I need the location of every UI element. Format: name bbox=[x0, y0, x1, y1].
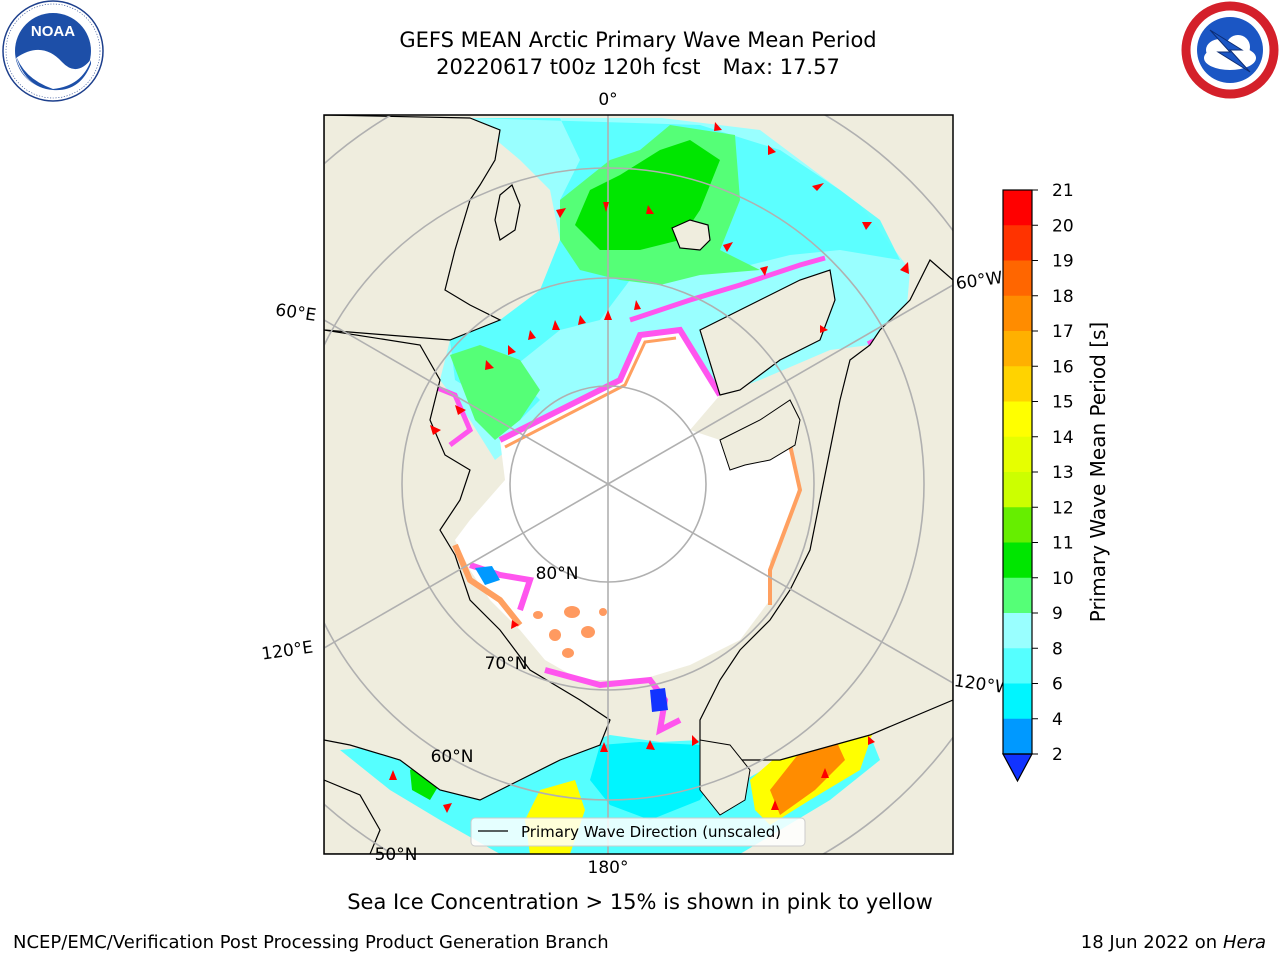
colorbar-tick-label: 2 bbox=[1052, 745, 1063, 765]
colorbar-tick-label: 9 bbox=[1052, 604, 1063, 624]
colorbar-segment bbox=[1003, 577, 1032, 614]
colorbar-tick-label: 6 bbox=[1052, 675, 1063, 695]
canadian-archipelago bbox=[719, 399, 801, 471]
colorbar-tick-label: 19 bbox=[1052, 252, 1074, 272]
colorbar-tick-label: 16 bbox=[1052, 357, 1074, 377]
greenland bbox=[699, 269, 836, 396]
colorbar: 21 20 19 18 17 16 15 14 13 12 11 10 9 8 6 4 2 bbox=[1001, 181, 1074, 783]
colorbar-segment bbox=[1003, 683, 1032, 720]
ice-edge-greenland bbox=[629, 255, 826, 323]
chart-title: GEFS MEAN Arctic Primary Wave Mean Perio… bbox=[399, 28, 877, 52]
ice-edge-atlantic bbox=[498, 326, 723, 443]
kamchatka bbox=[324, 779, 381, 854]
svg-text:NOAA: NOAA bbox=[31, 23, 75, 40]
map-frame bbox=[323, 114, 954, 855]
colorbar-segment bbox=[1003, 331, 1032, 367]
colorbar-tick-label: 15 bbox=[1052, 393, 1074, 413]
colorbar-segment bbox=[1003, 542, 1032, 579]
novaya-zemlya bbox=[494, 184, 521, 241]
colorbar-tick-label: 11 bbox=[1052, 534, 1074, 554]
graticule bbox=[324, 115, 953, 854]
colorbar-segment bbox=[1003, 190, 1032, 226]
colorbar-extend-triangle bbox=[1001, 753, 1034, 783]
footer-date-text: 18 Jun 2022 on bbox=[1080, 932, 1218, 953]
arctic-ocean bbox=[455, 330, 800, 680]
chart-subtitle: 20220617 t00z 120h fcst Max: 17.57 bbox=[0, 54, 1276, 80]
colorbar-segment bbox=[1003, 436, 1032, 473]
colorbar-segment bbox=[1003, 260, 1032, 297]
max-value: Max: 17.57 bbox=[722, 55, 840, 79]
colorbar-tick-label: 18 bbox=[1052, 287, 1074, 307]
colorbar-segment bbox=[1003, 648, 1032, 684]
ice-edge-atlantic-orange bbox=[504, 336, 677, 449]
ice-edge-siberia bbox=[452, 543, 523, 627]
footer-host: Hera bbox=[1222, 932, 1266, 953]
colorbar-segment bbox=[1003, 507, 1032, 543]
colorbar-tick-label: 12 bbox=[1052, 498, 1074, 518]
pacific-orange bbox=[770, 738, 845, 815]
colorbar-segment bbox=[1003, 295, 1032, 332]
barents-green bbox=[450, 345, 540, 440]
parallel-label-70n: 70°N bbox=[485, 654, 528, 674]
colorbar-segment bbox=[1003, 718, 1032, 755]
svalbard bbox=[671, 219, 711, 251]
colorbar-tick-label: 10 bbox=[1052, 569, 1074, 589]
ice-edge-kara bbox=[429, 382, 474, 447]
map-legend: Primary Wave Direction (unscaled) bbox=[470, 817, 806, 847]
meridian-label-60e: 60°E bbox=[274, 300, 317, 325]
noaa-logo: NOAA bbox=[2, 0, 104, 102]
parallel-label-50n: 50°N bbox=[375, 845, 418, 865]
ice-floes bbox=[533, 606, 607, 658]
colorbar-tick-label: 14 bbox=[1052, 428, 1074, 448]
chukchi-blue bbox=[650, 688, 668, 712]
colorbar-tick-label: 17 bbox=[1052, 322, 1074, 342]
parallel-label-60n: 60°N bbox=[431, 747, 474, 767]
colorbar-tick-label: 21 bbox=[1052, 181, 1074, 201]
colorbar-tick-label: 20 bbox=[1052, 216, 1074, 236]
colorbar-tick-label: 13 bbox=[1052, 463, 1074, 483]
meridian-label-60w: 60°W bbox=[955, 268, 1004, 294]
pacific-cyan bbox=[590, 742, 720, 820]
canada-mainland bbox=[699, 259, 953, 761]
forecast-run: 20220617 t00z 120h fcst bbox=[436, 55, 701, 79]
nws-logo bbox=[1181, 1, 1279, 99]
parallel-label-80n: 80°N bbox=[536, 564, 579, 584]
meridian-label-0: 0° bbox=[598, 90, 617, 110]
meridian-label-120e: 120°E bbox=[260, 638, 314, 665]
colorbar-tick-label: 4 bbox=[1052, 710, 1063, 730]
colorbar-segment bbox=[1003, 366, 1032, 402]
laptev-blue bbox=[475, 566, 500, 585]
scandinavia-coast bbox=[324, 115, 502, 341]
colorbar-segment bbox=[1003, 613, 1032, 649]
colorbar-tick-label: 8 bbox=[1052, 639, 1063, 659]
colorbar-label: Primary Wave Mean Period [s] bbox=[1086, 322, 1110, 623]
meridian-label-180: 180° bbox=[588, 858, 629, 878]
colorbar-segment bbox=[1003, 225, 1032, 261]
footer-date: 18 Jun 2022 on Hera bbox=[1081, 932, 1266, 953]
colorbar-segment bbox=[1003, 472, 1032, 508]
legend-label: Primary Wave Direction (unscaled) bbox=[521, 823, 781, 841]
siberia-coast bbox=[324, 329, 611, 801]
map-area bbox=[324, 115, 953, 854]
footer-organization: NCEP/EMC/Verification Post Processing Pr… bbox=[13, 932, 609, 953]
sea-ice-note: Sea Ice Concentration > 15% is shown in … bbox=[347, 890, 933, 914]
colorbar-segment bbox=[1003, 401, 1032, 438]
wave-direction-arrows bbox=[389, 122, 909, 813]
